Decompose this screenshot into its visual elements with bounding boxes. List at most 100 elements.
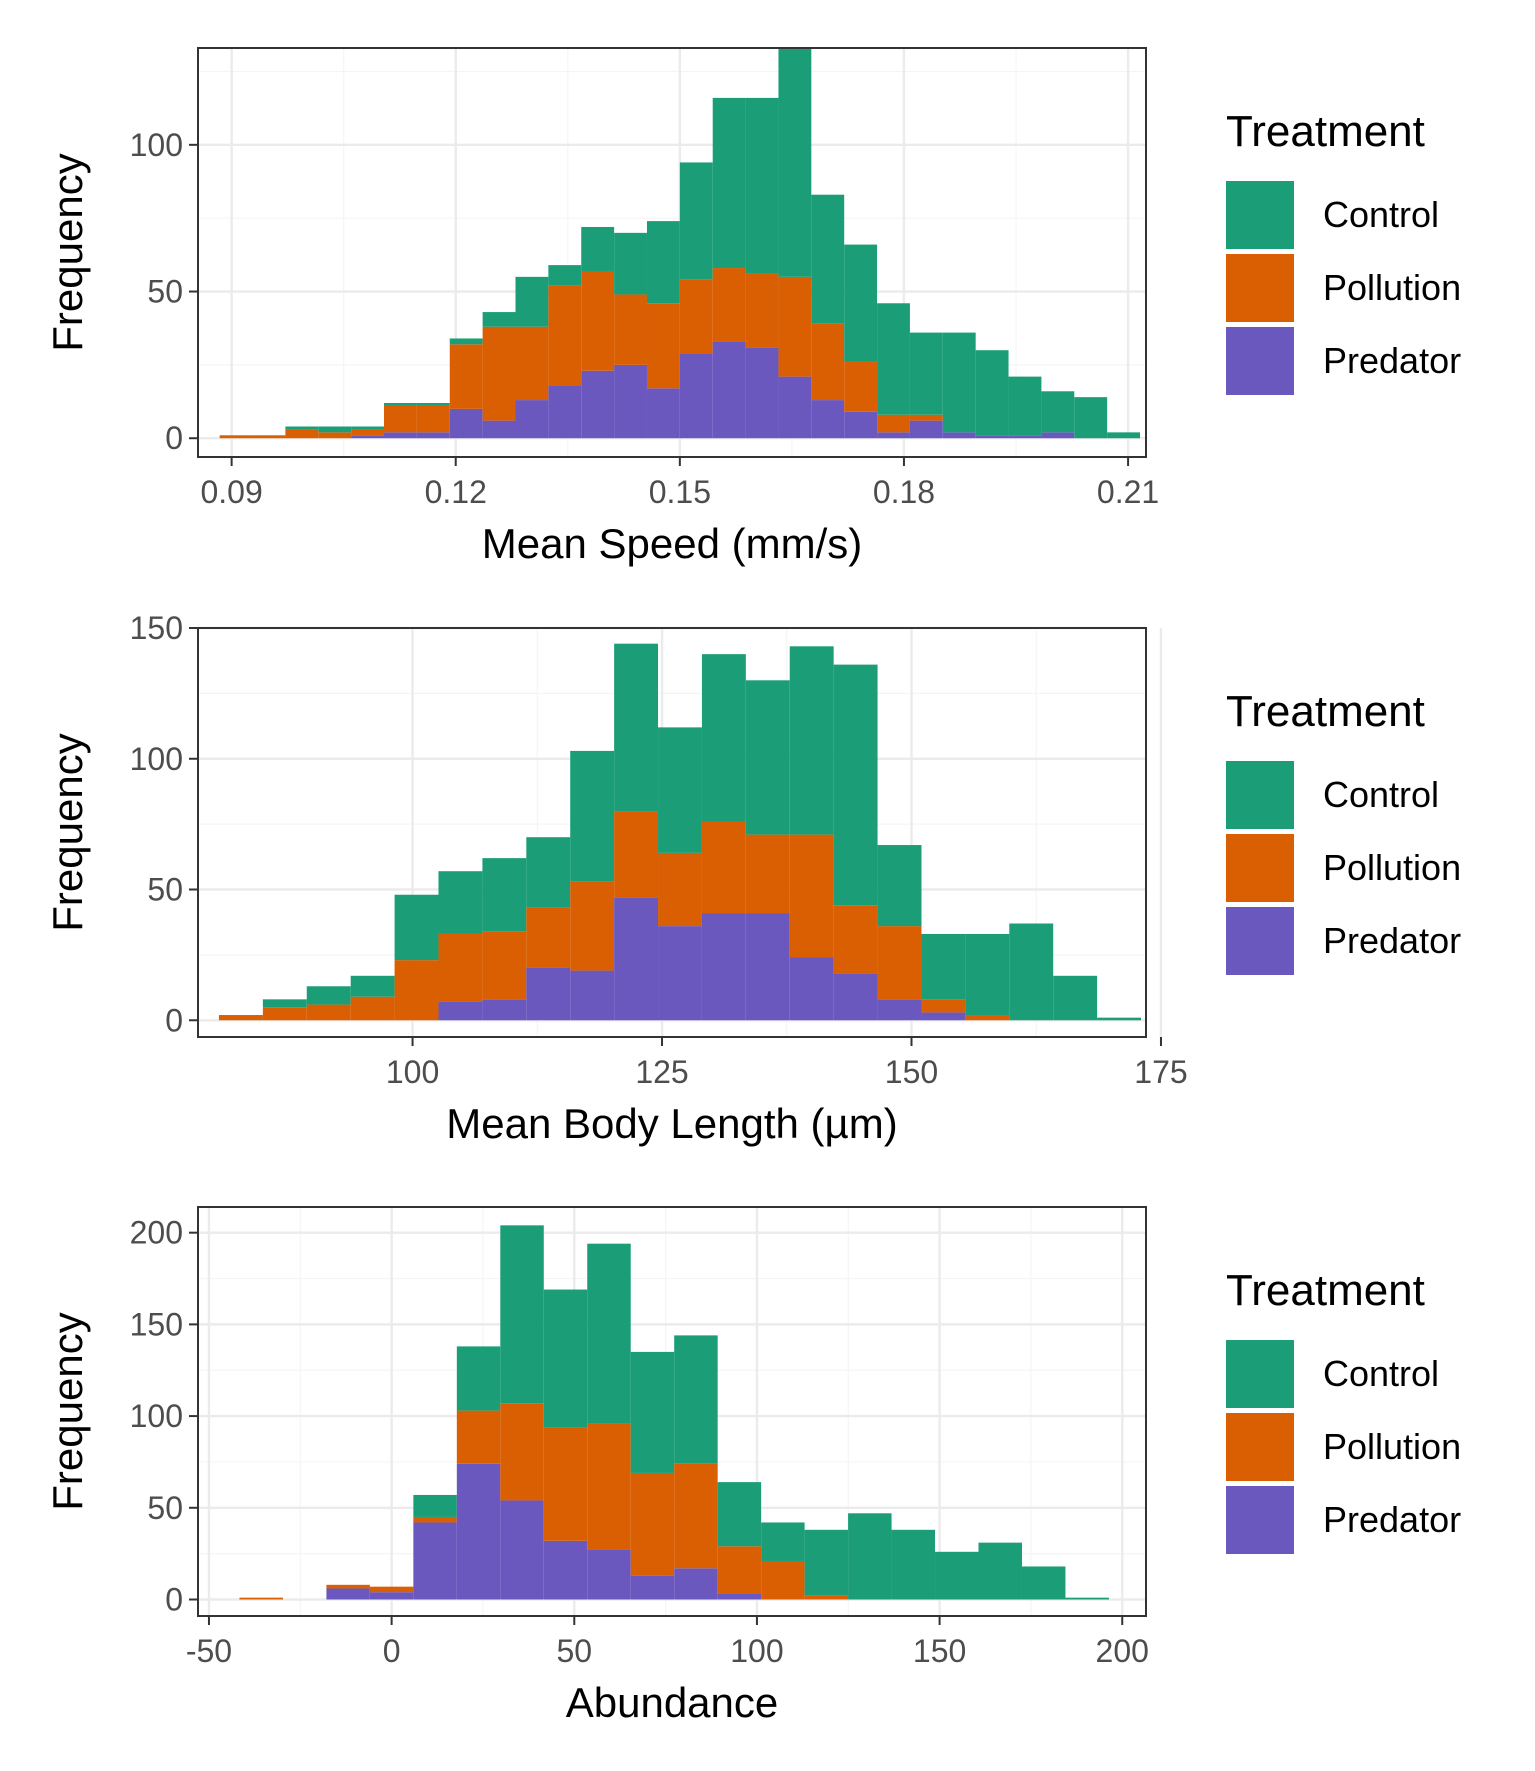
bar-control [712,97,746,269]
x-tick-label: 125 [635,1054,688,1090]
bar-control [394,894,439,961]
bar-predator [1041,432,1075,439]
bar-control [1041,391,1075,433]
legend-key-predator [1226,907,1294,975]
bar-control [1009,923,1054,1021]
bar-control [262,999,307,1008]
bar-control [482,312,516,327]
bar-control [1065,1597,1109,1600]
bar-pollution [515,326,549,401]
x-tick-label: 200 [1096,1633,1149,1669]
bar-control [548,265,582,286]
legend-title: Treatment [1226,1266,1425,1315]
bar-control [646,221,680,304]
bar-control [1107,432,1141,439]
bar-predator [658,926,702,1021]
legend-label-pollution: Pollution [1323,847,1461,888]
bar-pollution [587,1423,631,1550]
bar-pollution [581,270,615,371]
bar-control [679,162,713,280]
bar-predator [630,1575,675,1600]
x-tick-label: -50 [186,1633,232,1669]
bar-predator [581,370,615,439]
bar-pollution [804,1595,849,1600]
bar-control [614,232,647,295]
bar-pollution [921,999,966,1013]
bar-pollution [570,881,615,971]
bar-pollution [369,1586,414,1593]
bar-predator [515,400,549,439]
bar-predator [543,1540,588,1600]
y-axis-title: Frequency [44,733,91,931]
bar-control [844,244,878,362]
bar-pollution [526,907,571,968]
bar-predator [548,385,582,439]
legend-key-control [1226,761,1294,829]
bar-predator [789,957,834,1021]
bar-pollution [219,435,253,439]
bar-predator [646,388,680,439]
bar-pollution [351,429,385,436]
y-tick-label: 0 [165,1581,183,1617]
x-axis-title: Mean Body Length (µm) [446,1100,897,1147]
bar-control [543,1289,588,1428]
y-tick-label: 100 [130,127,183,163]
panel-border [197,1206,1147,1617]
x-axis-title: Mean Speed (mm/s) [482,520,862,567]
bar-pollution [811,323,845,401]
bar-predator [449,408,483,439]
x-tick-label: 150 [913,1633,966,1669]
bar-control [745,97,779,274]
legend-label-predator: Predator [1323,1499,1461,1540]
bar-control [1097,1017,1142,1021]
bar-pollution [416,405,450,433]
x-tick-label: 0 [383,1633,401,1669]
bar-control [877,303,910,415]
bar-pollution [630,1472,675,1576]
bar-predator [745,913,790,1021]
bar-pollution [717,1546,762,1594]
legend: Treatment Control Pollution Predator [1226,1266,1461,1554]
bar-predator [679,353,713,439]
bar-predator [351,435,385,439]
bar-control [717,1482,762,1547]
bar-pollution [326,1584,370,1589]
x-tick-label: 100 [386,1054,439,1090]
bar-control [384,403,417,406]
bar-pollution [778,276,812,377]
bar-predator [587,1549,631,1600]
bar-control [978,1542,1022,1600]
bar-pollution [218,1015,263,1021]
bar-predator [701,913,746,1021]
legend: Treatment Control Pollution Predator [1226,687,1461,975]
x-tick-label: 175 [1134,1054,1187,1090]
bar-control [877,845,922,927]
bar-control [581,226,615,271]
bar-predator [844,411,878,439]
bar-pollution [833,905,878,974]
bar-control [811,194,845,324]
x-tick-label: 0.12 [425,474,487,510]
bar-predator [942,432,976,439]
bar-control [761,1522,805,1561]
legend-key-predator [1226,1486,1294,1554]
legend-label-control: Control [1323,774,1439,815]
y-axis-title: Frequency [44,153,91,351]
bar-predator [526,967,571,1021]
bar-pollution [761,1560,805,1600]
bar-pollution [658,852,702,927]
bar-pollution [262,1007,307,1021]
bar-control [630,1351,675,1473]
bar-control [935,1551,979,1600]
bar-control [674,1335,718,1464]
x-tick-label: 0.21 [1097,474,1159,510]
bar-pollution [318,432,352,439]
legend-key-pollution [1226,1413,1294,1481]
bar-control [515,276,549,327]
legend-key-control [1226,181,1294,249]
bar-control [413,1494,457,1517]
legend-label-control: Control [1323,194,1439,235]
y-tick-label: 50 [147,872,183,908]
bar-pollution [789,834,834,958]
